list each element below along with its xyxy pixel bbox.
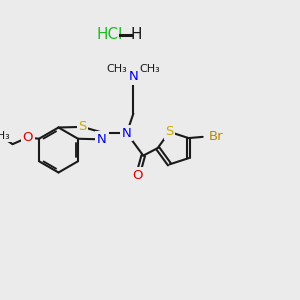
Text: N: N — [97, 133, 107, 146]
Text: Br: Br — [209, 130, 223, 143]
Text: S: S — [78, 120, 87, 134]
Text: N: N — [128, 70, 138, 83]
Text: N: N — [122, 127, 132, 140]
Text: O: O — [22, 131, 33, 144]
Text: O: O — [133, 169, 143, 182]
Text: CH₃: CH₃ — [140, 64, 160, 74]
Text: HCl: HCl — [96, 27, 123, 42]
Text: CH₃: CH₃ — [0, 131, 11, 141]
Text: H: H — [131, 27, 142, 42]
Text: S: S — [165, 125, 174, 138]
Text: CH₃: CH₃ — [106, 64, 127, 74]
